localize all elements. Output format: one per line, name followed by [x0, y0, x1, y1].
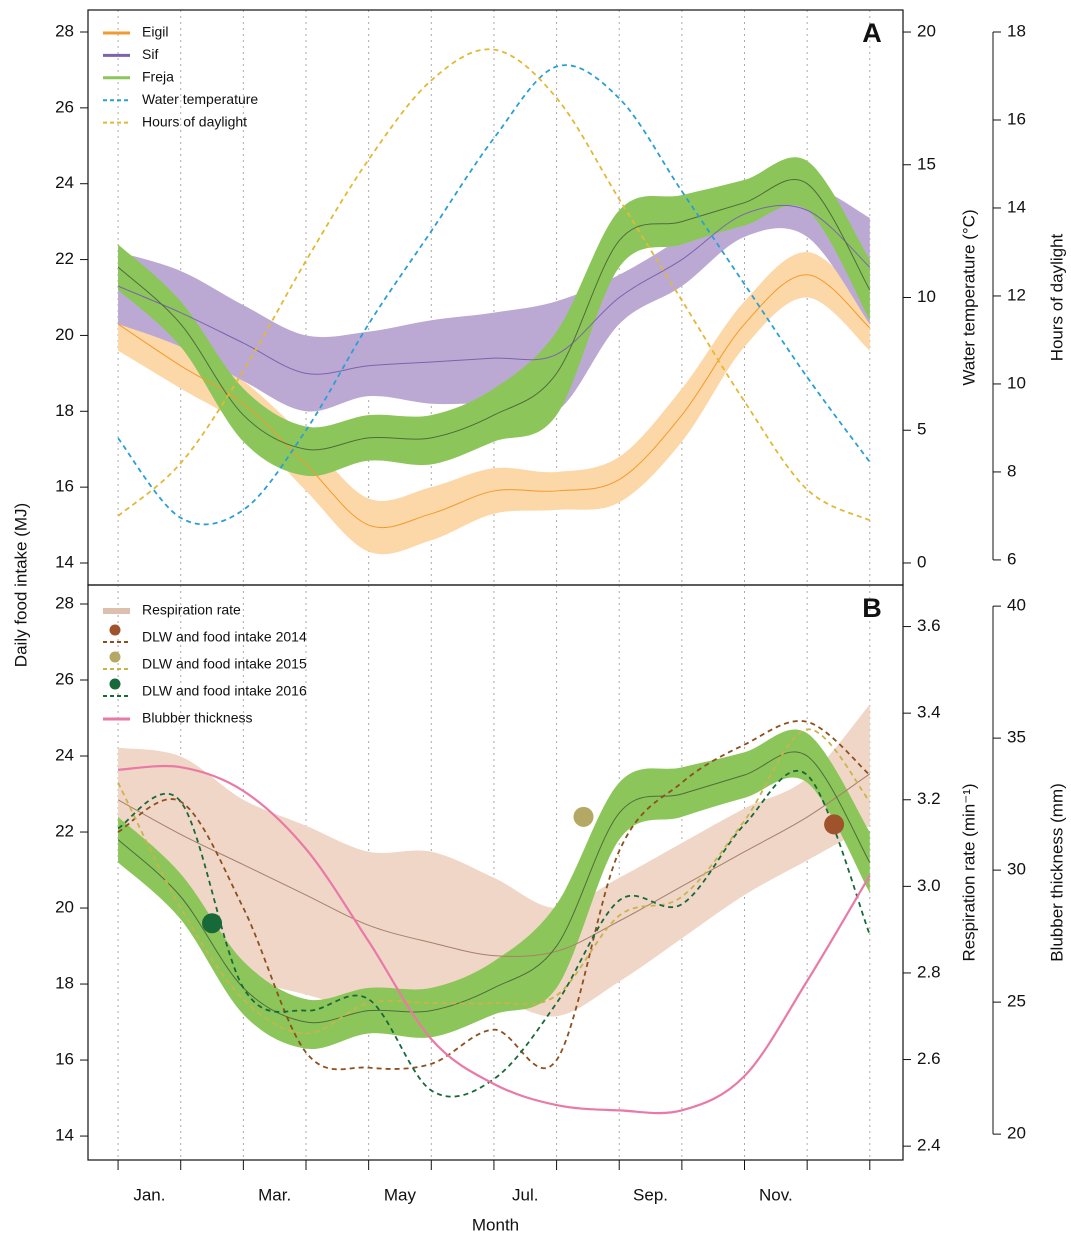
data-point	[573, 806, 594, 827]
y-tick-label: 16	[55, 477, 74, 496]
y2-tick-label: 2.6	[917, 1049, 941, 1068]
y2-tick-label: 2.8	[917, 962, 941, 981]
plot-frame	[87, 584, 904, 1161]
y2-tick-label: 10	[917, 287, 936, 306]
legend-label: Hours of daylight	[142, 113, 247, 129]
y-axis-label: Daily food intake (MJ)	[11, 503, 30, 667]
x-tick-label: Jan.	[133, 1185, 165, 1204]
panel-title: A	[862, 18, 882, 48]
line	[117, 773, 871, 957]
line	[117, 769, 871, 1098]
y2-tick-label: 3.4	[917, 703, 941, 722]
y-tick-label: 24	[55, 173, 74, 192]
y2-tick-label: 3.6	[917, 616, 941, 635]
y-tick-label: 24	[55, 746, 74, 765]
y3-tick-label: 40	[1007, 596, 1026, 615]
line	[118, 764, 871, 1115]
line	[117, 728, 871, 1035]
y3-axis-label: Hours of daylight	[1047, 233, 1066, 361]
y2-tick-label: 5	[917, 420, 926, 439]
band	[118, 157, 870, 477]
line	[117, 178, 871, 451]
data-point	[824, 814, 845, 835]
y2-tick-label: 20	[917, 22, 936, 41]
panel-title: B	[862, 593, 882, 623]
y-tick-label: 20	[55, 898, 74, 917]
y3-tick-label: 20	[1007, 1124, 1026, 1143]
y-tick-label: 14	[55, 552, 74, 571]
x-tick-label: Sep.	[633, 1185, 668, 1204]
y2-tick-label: 3.2	[917, 789, 941, 808]
x-tick-label: Mar.	[258, 1185, 291, 1204]
y3-tick-label: 18	[1007, 21, 1026, 40]
x-axis-label: Month	[472, 1215, 519, 1234]
y3-tick-label: 10	[1007, 373, 1026, 392]
line	[117, 204, 871, 375]
y2-tick-label: 3.0	[917, 876, 941, 895]
y3-tick-label: 16	[1007, 109, 1026, 128]
y-tick-label: 16	[55, 1050, 74, 1069]
y-tick-label: 28	[55, 593, 74, 612]
x-tick-label: May	[384, 1185, 417, 1204]
y3-tick-label: 8	[1007, 461, 1016, 480]
legend-label: Sif	[142, 46, 158, 62]
legend-label: Respiration rate	[142, 602, 241, 618]
line	[117, 720, 871, 1071]
data-point	[202, 913, 223, 934]
y-tick-label: 14	[55, 1126, 74, 1145]
band	[118, 729, 870, 1050]
y3-tick-label: 35	[1007, 728, 1026, 747]
legend-label: DLW and food intake 2014	[142, 629, 307, 645]
legend-marker	[109, 651, 121, 663]
y-tick-label: 22	[55, 822, 74, 841]
legend-marker	[109, 624, 121, 636]
y-tick-label: 26	[55, 97, 74, 116]
y2-tick-label: 2.4	[917, 1136, 941, 1155]
y3-tick-label: 14	[1007, 197, 1026, 216]
legend-label: DLW and food intake 2016	[142, 683, 307, 699]
y-tick-label: 18	[55, 401, 74, 420]
y3-tick-label: 30	[1007, 860, 1026, 879]
band	[118, 704, 870, 1017]
legend-label: Water temperature	[142, 91, 258, 107]
y3-tick-label: 25	[1007, 992, 1026, 1011]
y3-axis-label: Blubber thickness (mm)	[1047, 783, 1066, 962]
line	[117, 274, 871, 529]
y-tick-label: 26	[55, 669, 74, 688]
legend-marker	[109, 678, 121, 690]
y2-axis-label: Water temperature (°C)	[959, 209, 978, 385]
y-tick-label: 28	[55, 21, 74, 40]
x-tick-label: Jul.	[512, 1185, 538, 1204]
x-tick-label: Nov.	[759, 1185, 793, 1204]
y2-axis-label: Respiration rate (min⁻¹)	[959, 783, 978, 961]
legend-label: Blubber thickness	[142, 710, 253, 726]
line	[117, 48, 871, 522]
y3-tick-label: 12	[1007, 285, 1026, 304]
y2-tick-label: 15	[917, 154, 936, 173]
line	[117, 64, 871, 526]
y-tick-label: 22	[55, 249, 74, 268]
legend-label: DLW and food intake 2015	[142, 656, 307, 672]
legend-label: Eigil	[142, 24, 168, 40]
legend-label: Freja	[142, 69, 174, 85]
band	[118, 251, 870, 555]
y-tick-label: 20	[55, 325, 74, 344]
y-tick-label: 18	[55, 974, 74, 993]
y2-tick-label: 0	[917, 552, 926, 571]
y3-tick-label: 6	[1007, 549, 1016, 568]
